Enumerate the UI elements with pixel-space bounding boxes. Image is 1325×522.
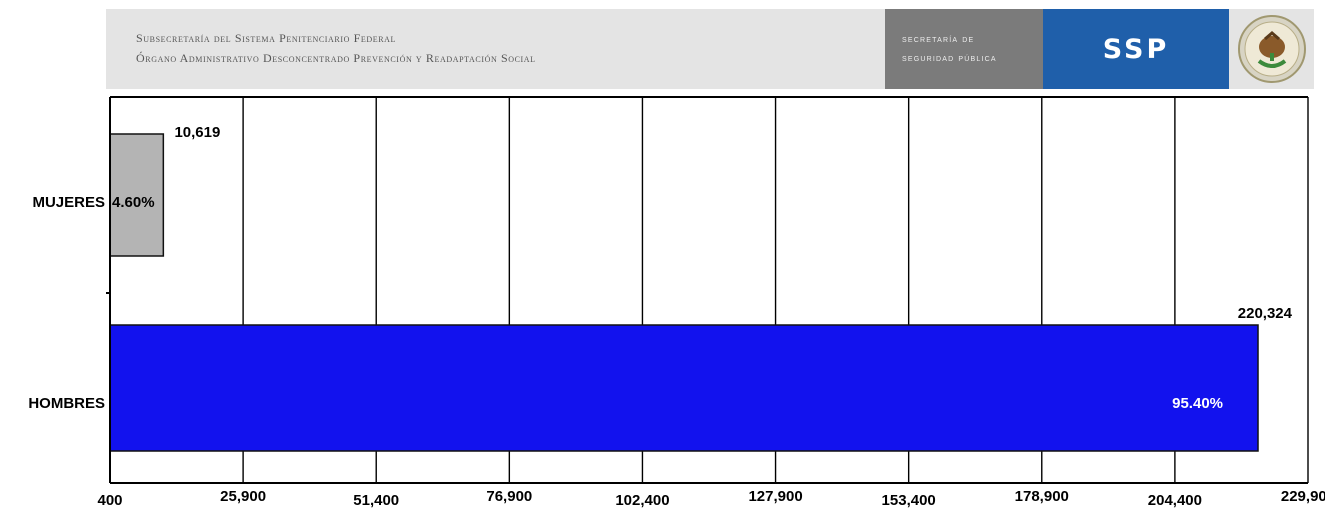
- x-tick-label: 127,900: [748, 488, 802, 505]
- secretaria-block: secretaría de seguridad pública: [885, 9, 1043, 89]
- secretaria-line1: secretaría de: [902, 34, 975, 45]
- category-label-mujeres: MUJERES: [32, 194, 105, 211]
- category-label-hombres: HOMBRES: [28, 395, 105, 412]
- organo-subtitle: Órgano Administrativo Desconcentrado Pre…: [136, 51, 536, 65]
- x-tick-label: 153,400: [882, 492, 936, 509]
- x-tick-label: 400: [97, 492, 122, 509]
- x-tick-label: 102,400: [615, 492, 669, 509]
- percent-label-mujeres: 4.60%: [112, 194, 155, 211]
- x-tick-label: 76,900: [486, 488, 532, 505]
- ssp-logo: SSP: [1043, 9, 1229, 89]
- x-tick-label: 229,900: [1281, 488, 1325, 505]
- x-tick-label: 204,400: [1148, 492, 1202, 509]
- percent-label-hombres: 95.40%: [1172, 395, 1223, 412]
- ssp-logo-text: SSP: [1102, 33, 1170, 65]
- seal-container: [1229, 9, 1314, 89]
- value-label-mujeres: 10,619: [174, 124, 220, 141]
- x-tick-label: 51,400: [353, 492, 399, 509]
- value-label-hombres: 220,324: [1238, 305, 1293, 322]
- chart-labels: MUJERES 10,619 4.60% HOMBRES 220,324 95.40%: [28, 124, 1292, 412]
- mexican-coat-of-arms-icon: [1238, 15, 1306, 83]
- secretaria-line2: seguridad pública: [902, 53, 997, 64]
- header-banner: Subsecretaría del Sistema Penitenciario …: [106, 9, 1314, 89]
- subsecretaria-title: Subsecretaría del Sistema Penitenciario …: [136, 31, 397, 45]
- chart-ticks: 400 25,900 51,400 76,900 102,400 127,900 153,4…: [97, 488, 1325, 509]
- x-tick-label: 178,900: [1015, 488, 1069, 505]
- bar-hombres: [109, 324, 1259, 452]
- chart-bars: [109, 133, 1259, 452]
- chart-axes: [106, 96, 1308, 484]
- x-tick-label: 25,900: [220, 488, 266, 505]
